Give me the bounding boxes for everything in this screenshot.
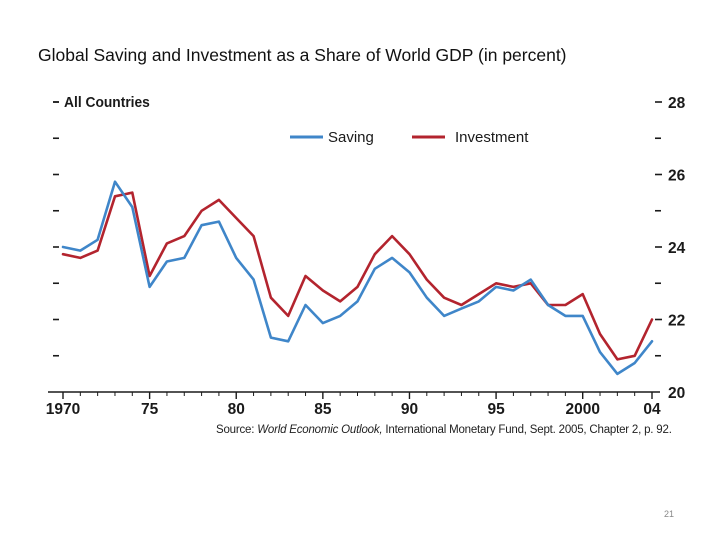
y-tick: 26: [655, 168, 686, 185]
legend-label: Investment: [455, 129, 529, 146]
chart-axes: 1970 75 80 85 90 95 2000 04 20 22 24 26 28: [46, 95, 686, 418]
source-publication: World Economic Outlook,: [257, 424, 383, 436]
source-prefix: Source:: [216, 424, 255, 436]
source-note: Source: World Economic Outlook, Internat…: [216, 424, 672, 436]
y-tick-label: 26: [668, 168, 686, 185]
y-tick: 24: [655, 240, 686, 257]
x-tick-label: 1970: [46, 401, 80, 418]
x-tick-label: 80: [228, 401, 245, 418]
y-tick-label: 20: [668, 385, 685, 402]
chart-title: All Countries: [64, 95, 150, 112]
x-tick-label: 90: [401, 401, 418, 418]
x-tick-label: 85: [314, 401, 332, 418]
series-line-investment: [61, 191, 654, 361]
source-details: International Monetary Fund, Sept. 2005,…: [385, 424, 672, 436]
legend-item-saving: Saving: [290, 129, 374, 146]
x-tick-label: 2000: [565, 401, 599, 418]
legend-item-investment: Investment: [412, 129, 529, 146]
x-tick-label: 04: [643, 401, 661, 418]
y-tick: 28: [655, 95, 686, 112]
page-number: 21: [664, 509, 675, 519]
y-tick: 20: [668, 385, 685, 402]
legend-label: Saving: [328, 129, 374, 146]
y-tick-label: 22: [668, 313, 685, 330]
x-tick-label: 95: [487, 401, 505, 418]
slide-title: Global Saving and Investment as a Share …: [38, 45, 567, 65]
y-tick-label: 28: [668, 95, 686, 112]
x-tick-label: 75: [141, 401, 159, 418]
y-tick-label: 24: [668, 240, 686, 257]
chart-series: [61, 180, 654, 376]
y-tick: 22: [655, 313, 685, 330]
series-line-saving: [61, 180, 654, 376]
chart-legend: Saving Investment: [290, 129, 529, 146]
